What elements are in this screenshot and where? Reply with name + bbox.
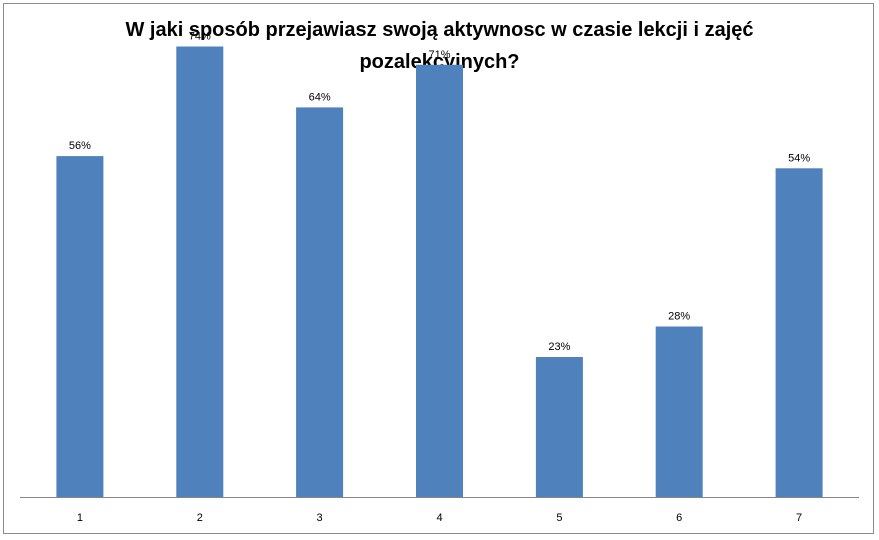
chart-title-text: W jaki sposób przejawiasz swoją aktywnos… — [125, 19, 754, 73]
data-label-7: 54% — [788, 152, 810, 164]
bar-6 — [655, 326, 703, 497]
data-label-5: 23% — [548, 341, 570, 353]
x-tick-label-1: 1 — [77, 512, 83, 524]
x-tick-label-6: 6 — [676, 512, 682, 524]
data-label-3: 64% — [309, 91, 331, 103]
bar-3 — [296, 107, 344, 498]
x-tick-label-5: 5 — [556, 512, 562, 524]
bar-1 — [56, 156, 104, 497]
bars-group — [56, 46, 823, 498]
bar-7 — [775, 168, 823, 498]
bar-2 — [176, 46, 224, 497]
data-label-1: 56% — [69, 140, 91, 152]
data-labels-group: 56% 74% 64% 71% 23% 28% 54% — [69, 31, 810, 354]
chart-title: W jaki sposób przejawiasz swoją aktywnos… — [0, 14, 879, 78]
x-tick-label-4: 4 — [436, 512, 442, 524]
bar-5 — [535, 357, 583, 497]
data-label-4: 71% — [428, 49, 450, 61]
data-label-6: 28% — [668, 311, 690, 323]
x-tick-label-2: 2 — [197, 512, 203, 524]
data-label-2: 74% — [189, 31, 211, 43]
bar-4 — [416, 64, 463, 498]
x-tick-label-7: 7 — [796, 512, 802, 524]
x-tick-label-3: 3 — [317, 512, 323, 524]
x-axis-ticks-group: 1 2 3 4 5 6 7 — [77, 512, 802, 524]
